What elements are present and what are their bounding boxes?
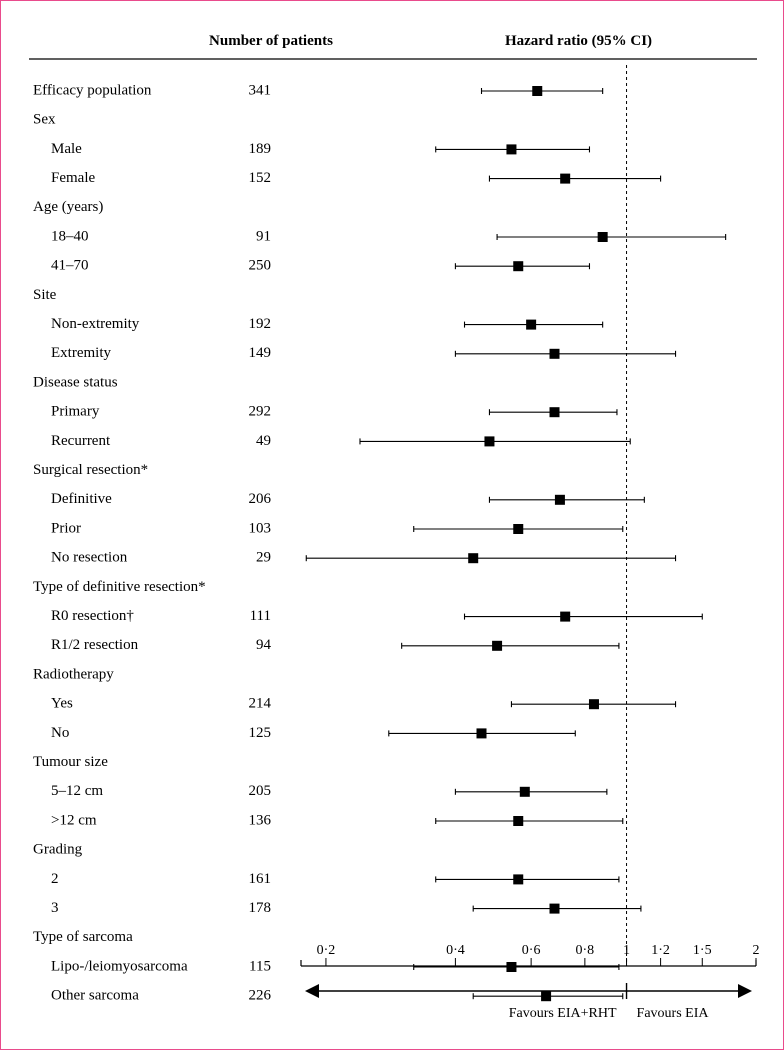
header-n: Number of patients	[209, 33, 333, 49]
arrow-left-icon	[305, 984, 319, 998]
row-n: 161	[249, 871, 272, 887]
forest-plot-figure: Number of patients Hazard ratio (95% CI) E…	[0, 0, 784, 1050]
hr-marker	[513, 816, 523, 826]
x-tick-label: 0·8	[576, 943, 595, 958]
row-label: 41–70	[51, 258, 89, 274]
row-label: Prior	[51, 520, 81, 536]
hr-marker	[492, 641, 502, 651]
row-label: Extremity	[51, 345, 111, 361]
row-n: 292	[249, 404, 272, 420]
row-n: 136	[249, 812, 272, 828]
row-label: Yes	[51, 696, 73, 712]
row-label: 2	[51, 871, 59, 887]
row-n: 103	[249, 520, 272, 536]
hr-marker	[513, 524, 523, 534]
hr-marker	[550, 349, 560, 359]
row-n: 341	[249, 82, 272, 98]
row-label: Female	[51, 170, 95, 186]
row-n: 206	[249, 491, 272, 507]
row-label: Site	[33, 287, 57, 303]
hr-marker	[560, 612, 570, 622]
row-label: Tumour size	[33, 754, 108, 770]
row-label: Surgical resection*	[33, 462, 148, 478]
row-label: 5–12 cm	[51, 783, 103, 799]
hr-marker	[513, 874, 523, 884]
hr-marker	[589, 699, 599, 709]
row-n: 178	[249, 900, 272, 916]
x-tick-label: 1·5	[693, 943, 712, 958]
row-n: 250	[249, 258, 272, 274]
hr-marker	[513, 261, 523, 271]
row-label: Type of definitive resection*	[33, 579, 206, 595]
row-label: >12 cm	[51, 812, 97, 828]
hr-marker	[520, 787, 530, 797]
x-tick-label: 0·4	[446, 943, 465, 958]
row-label: Definitive	[51, 491, 112, 507]
row-label: Age (years)	[33, 199, 103, 215]
row-label: Male	[51, 141, 82, 157]
row-label: Radiotherapy	[33, 666, 114, 682]
row-n: 226	[249, 988, 272, 1004]
row-n: 111	[250, 608, 271, 624]
row-n: 49	[256, 433, 271, 449]
row-label: Efficacy population	[33, 82, 152, 98]
row-label: Recurrent	[51, 433, 111, 449]
row-n: 115	[249, 958, 271, 974]
hr-marker	[484, 436, 494, 446]
x-tick-label: 1·2	[651, 943, 670, 958]
hr-marker	[477, 728, 487, 738]
row-label: Other sarcoma	[51, 988, 139, 1004]
hr-marker	[560, 174, 570, 184]
row-n: 29	[256, 550, 271, 566]
header-hr: Hazard ratio (95% CI)	[505, 33, 652, 49]
row-label: R0 resection†	[51, 608, 134, 624]
hr-marker	[468, 553, 478, 563]
row-label: No	[51, 725, 69, 741]
row-label: Type of sarcoma	[33, 929, 133, 945]
hr-marker	[550, 407, 560, 417]
row-label: Disease status	[33, 374, 118, 390]
hr-marker	[526, 320, 536, 330]
hr-marker	[532, 86, 542, 96]
row-n: 192	[249, 316, 272, 332]
x-tick-label: 2	[753, 943, 760, 958]
favours-left: Favours EIA+RHT	[509, 1006, 617, 1021]
row-n: 205	[249, 783, 272, 799]
row-label: 3	[51, 900, 59, 916]
row-n: 94	[256, 637, 272, 653]
row-label: R1/2 resection	[51, 637, 139, 653]
row-label: Lipo-/leiomyosarcoma	[51, 958, 188, 974]
row-label: 18–40	[51, 228, 89, 244]
favours-right: Favours EIA	[637, 1006, 710, 1021]
row-n: 91	[256, 228, 271, 244]
hr-marker	[541, 991, 551, 1001]
row-n: 214	[249, 696, 272, 712]
x-tick-label: 1	[623, 943, 630, 958]
row-label: Non-extremity	[51, 316, 140, 332]
row-label: Primary	[51, 404, 100, 420]
hr-marker	[506, 962, 516, 972]
row-n: 125	[249, 725, 272, 741]
x-tick-label: 0·6	[522, 943, 541, 958]
row-label: Sex	[33, 112, 56, 128]
x-tick-label: 0·2	[317, 943, 336, 958]
arrow-right-icon	[738, 984, 752, 998]
row-label: Grading	[33, 842, 83, 858]
hr-marker	[506, 144, 516, 154]
row-n: 189	[249, 141, 272, 157]
row-n: 149	[249, 345, 272, 361]
row-label: No resection	[51, 550, 128, 566]
hr-marker	[550, 904, 560, 914]
row-n: 152	[249, 170, 272, 186]
forest-plot-svg: Number of patients Hazard ratio (95% CI) E…	[1, 1, 784, 1050]
hr-marker	[598, 232, 608, 242]
hr-marker	[555, 495, 565, 505]
